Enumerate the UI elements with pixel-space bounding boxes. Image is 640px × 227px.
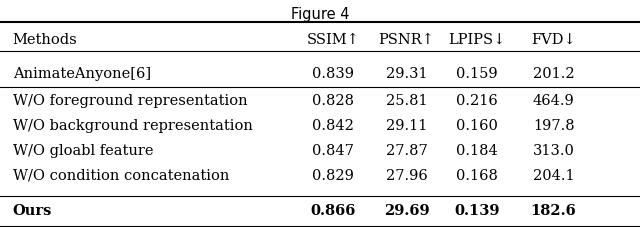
Text: 29.11: 29.11 xyxy=(386,119,427,133)
Text: W/O background representation: W/O background representation xyxy=(13,119,253,133)
Text: 27.96: 27.96 xyxy=(385,169,428,183)
Text: LPIPS↓: LPIPS↓ xyxy=(448,33,506,47)
Text: 0.828: 0.828 xyxy=(312,94,354,108)
Text: 0.839: 0.839 xyxy=(312,67,354,81)
Text: 182.6: 182.6 xyxy=(531,204,577,218)
Text: Figure 4: Figure 4 xyxy=(291,7,349,22)
Text: 29.31: 29.31 xyxy=(385,67,428,81)
Text: W/O gloabl feature: W/O gloabl feature xyxy=(13,144,154,158)
Text: FVD↓: FVD↓ xyxy=(531,33,576,47)
Text: 0.160: 0.160 xyxy=(456,119,498,133)
Text: 0.159: 0.159 xyxy=(456,67,498,81)
Text: 204.1: 204.1 xyxy=(532,169,575,183)
Text: 197.8: 197.8 xyxy=(532,119,575,133)
Text: 25.81: 25.81 xyxy=(385,94,428,108)
Text: 0.168: 0.168 xyxy=(456,169,498,183)
Text: 0.847: 0.847 xyxy=(312,144,354,158)
Text: 29.69: 29.69 xyxy=(383,204,429,218)
Text: Methods: Methods xyxy=(13,33,77,47)
Text: AnimateAnyone[6]: AnimateAnyone[6] xyxy=(13,67,151,81)
Text: Ours: Ours xyxy=(13,204,52,218)
Text: 0.829: 0.829 xyxy=(312,169,354,183)
Text: 0.139: 0.139 xyxy=(454,204,500,218)
Text: W/O foreground representation: W/O foreground representation xyxy=(13,94,248,108)
Text: 0.842: 0.842 xyxy=(312,119,354,133)
Text: 0.216: 0.216 xyxy=(456,94,498,108)
Text: 27.87: 27.87 xyxy=(385,144,428,158)
Text: PSNR↑: PSNR↑ xyxy=(378,33,435,47)
Text: 0.184: 0.184 xyxy=(456,144,498,158)
Text: 201.2: 201.2 xyxy=(532,67,575,81)
Text: W/O condition concatenation: W/O condition concatenation xyxy=(13,169,229,183)
Text: SSIM↑: SSIM↑ xyxy=(307,33,359,47)
Text: 313.0: 313.0 xyxy=(532,144,575,158)
Text: 464.9: 464.9 xyxy=(532,94,575,108)
Text: 0.866: 0.866 xyxy=(310,204,355,218)
